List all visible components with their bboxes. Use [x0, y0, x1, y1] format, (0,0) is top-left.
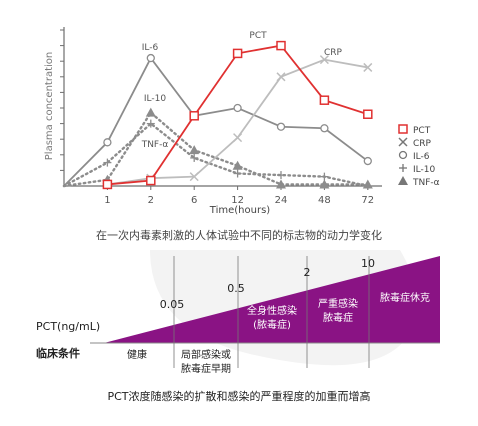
- data-point-crp: [363, 62, 373, 72]
- x-tick-label: 12: [231, 195, 244, 206]
- data-point-pct: [319, 95, 330, 105]
- data-point-tnf: [362, 179, 373, 189]
- y-axis-label: Plasma concentration: [44, 52, 55, 160]
- y-ticks: [60, 29, 64, 171]
- condition-label: 脓毒症: [323, 311, 353, 324]
- data-point-tnf: [232, 160, 243, 170]
- data-point-il6: [146, 53, 155, 63]
- condition-label: 脓毒症早期: [181, 362, 231, 375]
- legend-marker: [399, 164, 407, 172]
- x-tick-label: 1: [104, 195, 110, 206]
- x-tick-label: 6: [191, 195, 197, 206]
- data-point-pct: [363, 109, 373, 119]
- condition-label: 严重感染: [318, 297, 358, 310]
- data-point-il10: [146, 119, 155, 128]
- x-ticks: 1 2 6 12 24 48 72: [104, 186, 374, 206]
- threshold-labels: 0.05 0.5 2 10: [160, 257, 375, 311]
- series-pct: [102, 40, 373, 190]
- legend-marker: [398, 176, 408, 185]
- condition-label: 脓毒症休克: [380, 291, 430, 304]
- data-point-il10: [103, 158, 112, 167]
- legend-label: IL-6: [413, 152, 430, 162]
- condition-label: 健康: [127, 348, 147, 361]
- series-line-il10: [62, 122, 369, 188]
- data-point-pct: [102, 179, 113, 190]
- data-point-tnf: [189, 145, 200, 155]
- legend-marker: [398, 137, 408, 147]
- x-tick-label: 48: [318, 195, 331, 206]
- data-point-crp: [319, 55, 329, 65]
- data-point-tnf: [276, 179, 286, 189]
- series-line-tnf: [62, 110, 369, 188]
- x-tick-label: 2: [148, 195, 154, 206]
- data-point-il6: [103, 138, 112, 147]
- data-point-tnf: [145, 107, 156, 117]
- series-line-il6: [63, 56, 369, 187]
- data-point-pct: [189, 111, 199, 121]
- x-tick-label: 72: [361, 195, 374, 206]
- pct-row-label: PCT(ng/mL): [36, 320, 100, 333]
- data-point-il6: [320, 124, 329, 133]
- condition-label: 全身性感染: [247, 304, 297, 317]
- legend-label: IL-10: [413, 165, 435, 175]
- x-axis-label: Time(hours): [209, 205, 270, 216]
- pct-wedge: [104, 256, 440, 343]
- annotation-label: TNF-α: [141, 140, 169, 150]
- diagram-caption: PCT浓度随感染的扩散和感染的严重程度的加重而增高: [107, 389, 370, 403]
- data-point-il6: [233, 103, 242, 113]
- data-point-pct: [276, 40, 286, 51]
- x-tick-label: 24: [275, 195, 288, 206]
- legend-marker: [398, 150, 408, 160]
- legend: PCT CRP IL-6 IL-10 TNF-α: [398, 124, 440, 188]
- data-point-pct: [146, 175, 156, 186]
- data-point-crp: [233, 133, 243, 143]
- threshold-label: 10: [361, 257, 375, 270]
- annotation-layer: IL-6 PCT CRP IL-10 TNF-α: [141, 31, 343, 150]
- condition-label: (脓毒症): [253, 318, 291, 331]
- clinical-condition-label: 临床条件: [36, 346, 80, 360]
- chart-caption: 在一次内毒素刺激的人体试验中不同的标志物的动力学变化: [96, 228, 382, 242]
- annotation-label: PCT: [249, 31, 267, 41]
- data-point-pct: [232, 48, 243, 59]
- annotation-label: CRP: [324, 48, 343, 58]
- data-point-crp: [276, 72, 286, 82]
- threshold-dividers: [173, 256, 370, 368]
- threshold-label: 0.05: [160, 298, 185, 311]
- series-il10: [62, 119, 372, 190]
- data-point-il10: [233, 169, 242, 178]
- data-point-crp: [189, 172, 199, 182]
- data-point-tnf: [319, 179, 330, 189]
- legend-label: PCT: [413, 126, 431, 136]
- data-point-il6: [276, 122, 286, 131]
- legend-label: TNF-α: [412, 178, 440, 188]
- data-point-il10: [277, 171, 285, 180]
- series-layer: [62, 40, 373, 190]
- annotation-label: IL-10: [144, 94, 166, 104]
- threshold-label: 2: [304, 266, 311, 279]
- data-point-il10: [190, 153, 199, 162]
- series-il6: [63, 53, 372, 187]
- legend-marker: [398, 124, 408, 134]
- threshold-label: 0.5: [227, 282, 245, 295]
- legend-label: CRP: [413, 139, 432, 149]
- annotation-label: IL-6: [142, 43, 159, 53]
- condition-label: 局部感染或: [181, 348, 231, 361]
- data-point-il10: [320, 172, 329, 181]
- data-point-il6: [363, 156, 372, 166]
- kinetics-line-chart: 1 2 6 12 24 48 72 Plasma concentration Time(ho…: [44, 27, 440, 242]
